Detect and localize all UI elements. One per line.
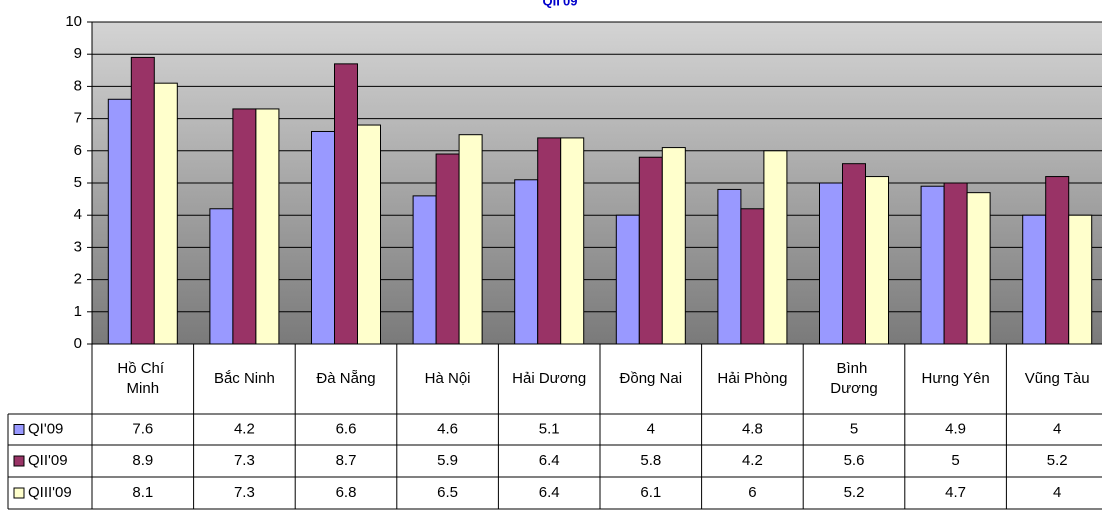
bar	[717, 188, 742, 345]
bar	[740, 208, 765, 345]
bar	[357, 124, 381, 345]
table-value: 5	[951, 452, 959, 469]
bar	[819, 182, 843, 345]
table-value: 6.1	[640, 484, 661, 501]
y-tick-label: 3	[74, 238, 82, 255]
table-value: 7.3	[234, 484, 255, 501]
bar	[661, 147, 686, 345]
table-value: 5.8	[640, 452, 661, 469]
x-tick-label: Đồng Nai	[620, 370, 683, 387]
x-tick-label: Bình Dương	[830, 360, 877, 397]
legend-key	[13, 455, 25, 467]
bar	[458, 134, 483, 345]
legend-key	[13, 487, 25, 499]
x-tick-label: Hồ Chí Minh	[117, 360, 168, 397]
table-value: 6.4	[539, 452, 560, 469]
table-value: 5.9	[437, 452, 458, 469]
y-tick-label: 4	[74, 206, 82, 223]
table-value: 4.9	[945, 420, 966, 437]
y-tick-label: 0	[74, 335, 82, 352]
table-value: 4.6	[437, 420, 458, 437]
bar	[412, 195, 437, 345]
bar	[255, 108, 280, 345]
table-value: 6.4	[539, 484, 560, 501]
table-value: 5.6	[844, 452, 865, 469]
table-value: 5.2	[844, 484, 865, 501]
y-tick-label: 6	[74, 142, 82, 159]
table-value: 6.5	[437, 484, 458, 501]
bar	[560, 137, 585, 345]
x-tick-label: Đà Nẵng	[316, 370, 375, 387]
bar	[763, 150, 788, 345]
table-value: 6.6	[336, 420, 357, 437]
bar	[1045, 176, 1070, 345]
bar	[943, 182, 968, 345]
bar	[514, 179, 539, 345]
chart-title: QII'09	[543, 0, 578, 8]
table-value: 4	[647, 420, 655, 437]
bar	[537, 137, 562, 345]
x-tick-label: Hà Nội	[425, 370, 471, 387]
table-value: 8.7	[336, 452, 357, 469]
bar	[435, 153, 460, 345]
bar	[1068, 214, 1093, 345]
table-value: 5	[850, 420, 858, 437]
y-tick-label: 8	[74, 77, 82, 94]
table-value: 8.1	[132, 484, 153, 501]
legend-label: QII'09	[28, 452, 68, 469]
bar	[153, 82, 178, 345]
x-tick-label: Vũng Tàu	[1025, 370, 1090, 387]
x-tick-label: Hưng Yên	[922, 370, 990, 387]
table-value: 4.8	[742, 420, 763, 437]
bar	[1022, 214, 1047, 345]
bar	[130, 56, 155, 345]
bar	[842, 163, 866, 345]
table-value: 4.2	[742, 452, 763, 469]
x-tick-label: Hải Dương	[512, 370, 586, 387]
table-value: 4	[1053, 484, 1061, 501]
bar	[232, 108, 257, 345]
table-value: 4	[1053, 420, 1061, 437]
table-value: 4.2	[234, 420, 255, 437]
y-tick-label: 10	[65, 13, 82, 30]
table-value: 5.2	[1047, 452, 1068, 469]
y-tick-label: 2	[74, 271, 82, 288]
table-value: 6.8	[336, 484, 357, 501]
bar	[920, 185, 945, 345]
bar	[865, 176, 889, 345]
table-value: 7.6	[132, 420, 153, 437]
bar	[334, 63, 358, 345]
y-tick-label: 7	[74, 110, 82, 127]
table-value: 5.1	[539, 420, 560, 437]
legend-key	[13, 424, 25, 435]
bar	[615, 214, 640, 345]
table-value: 4.7	[945, 484, 966, 501]
table-value: 6	[748, 484, 756, 501]
y-tick-label: 5	[74, 174, 82, 191]
bar	[107, 98, 132, 345]
x-tick-label: Bắc Ninh	[214, 370, 275, 387]
table-value: 7.3	[234, 452, 255, 469]
y-tick-label: 1	[74, 303, 82, 320]
bar	[966, 192, 991, 345]
bar	[209, 208, 234, 345]
legend-label: QI'09	[28, 420, 63, 437]
legend-label: QIII'09	[28, 484, 72, 501]
x-tick-label: Hải Phòng	[717, 370, 787, 387]
bar	[638, 156, 663, 345]
table-value: 8.9	[132, 452, 153, 469]
y-tick-label: 9	[74, 45, 82, 62]
bar	[311, 130, 335, 345]
